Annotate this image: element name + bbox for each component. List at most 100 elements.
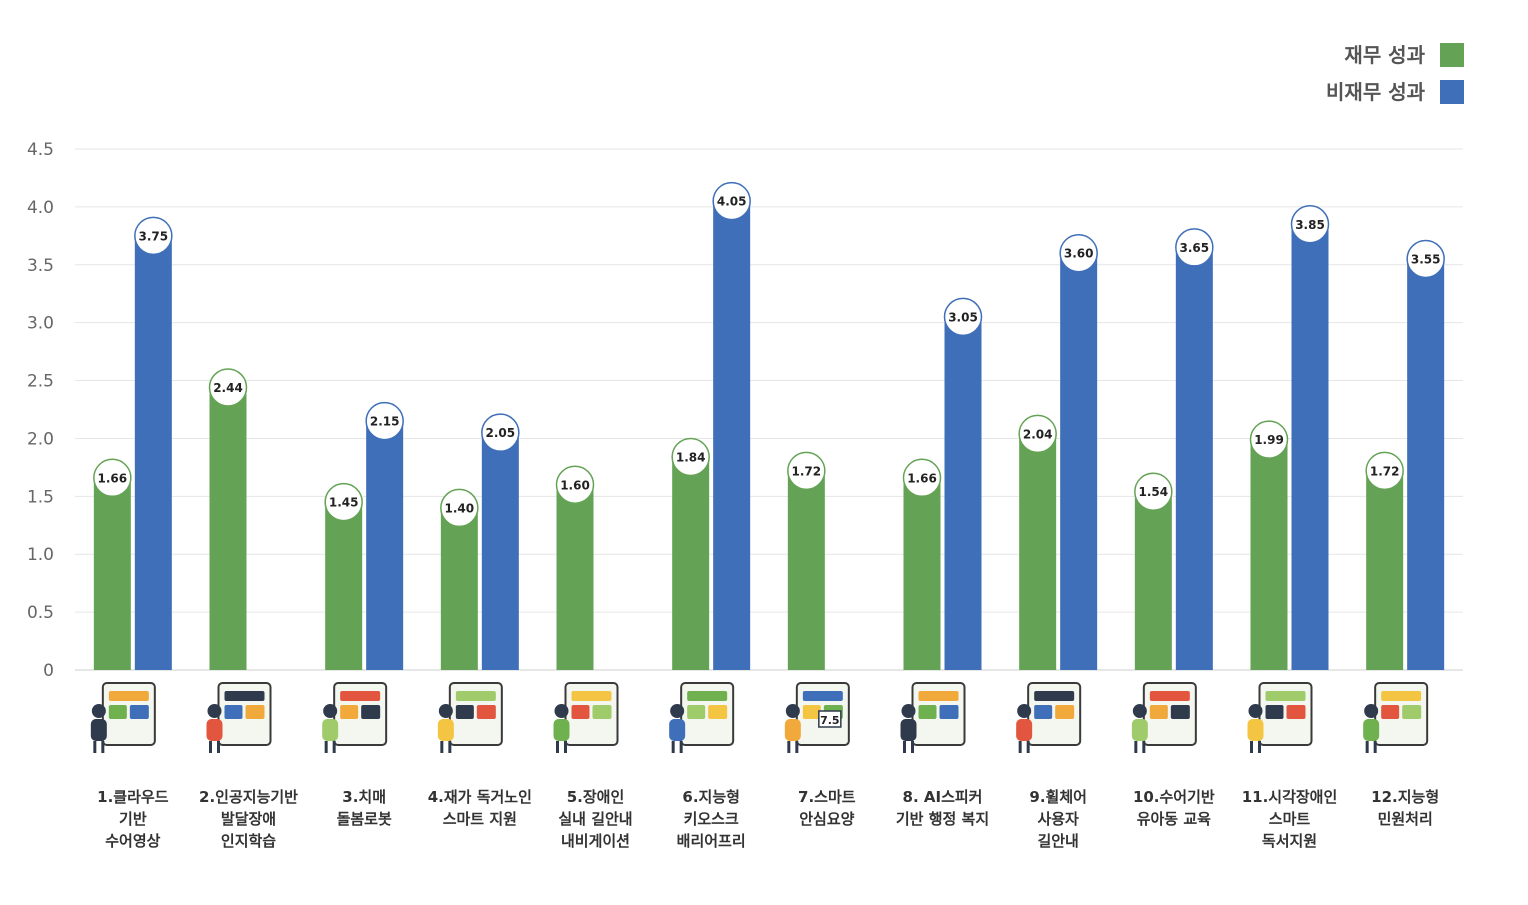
- panel-shape: [340, 705, 359, 719]
- person-head: [1248, 704, 1263, 718]
- financial-bar: [672, 438, 710, 670]
- value-badge: [712, 181, 751, 221]
- value-label: 1.66: [98, 471, 128, 485]
- person-head: [554, 704, 569, 718]
- illustration-text: 7.5: [820, 714, 840, 727]
- x-tick-label: 7.스마트: [798, 788, 856, 806]
- person-head: [1364, 704, 1379, 718]
- nonfinancial-bar: [481, 414, 519, 670]
- person-head: [323, 704, 338, 718]
- value-label: 4.05: [717, 195, 747, 209]
- x-tick-label: 스마트 지원: [443, 810, 517, 828]
- screen-shape: [1034, 691, 1075, 701]
- screen-shape: [687, 691, 728, 701]
- y-tick-label: 4.0: [27, 198, 54, 218]
- category-illustration: [1131, 682, 1197, 753]
- nonfinancial-bar: [713, 182, 751, 670]
- x-tick-label: 실내 길안내: [558, 810, 632, 828]
- value-badge: [1059, 233, 1098, 273]
- value-label: 1.84: [676, 450, 706, 464]
- category-illustration: [669, 682, 735, 753]
- value-badge: [440, 488, 479, 528]
- value-badge: [1365, 451, 1404, 491]
- y-axis: 0 0.5 1.0 1.5 2.0 2.5 3.0 3.5 4.0 4.5: [27, 140, 54, 681]
- panel-shape: [1265, 705, 1284, 719]
- person-body: [90, 719, 107, 741]
- value-badge: [671, 437, 710, 477]
- person-body: [1363, 719, 1380, 741]
- panel-shape: [224, 705, 243, 719]
- x-tick-label: 12.지능형: [1371, 788, 1439, 806]
- panel-shape: [129, 705, 149, 719]
- x-tick-label: 배리어프리: [677, 832, 746, 850]
- nonfinancial-bar: [944, 298, 982, 670]
- financial-bar: [1366, 452, 1404, 670]
- person-body: [322, 719, 339, 741]
- value-badge: [134, 216, 173, 256]
- screen-shape: [340, 691, 381, 701]
- x-tick-label: 10.수어기반: [1133, 788, 1215, 806]
- person-body: [553, 719, 570, 741]
- value-label: 1.66: [907, 471, 937, 485]
- nonfinancial-bar: [1175, 228, 1213, 670]
- y-tick-label: 3.5: [27, 256, 54, 276]
- financial-bar: [1019, 415, 1057, 670]
- person-head: [91, 704, 106, 718]
- panel-shape: [1170, 705, 1190, 719]
- financial-bar: [440, 489, 478, 670]
- x-tick-label: 안심요양: [799, 810, 854, 828]
- value-badge: [93, 458, 132, 498]
- person-head: [785, 704, 800, 718]
- financial-bar: [1250, 421, 1288, 670]
- financial-bar: [209, 369, 247, 670]
- y-tick-label: 4.5: [27, 140, 54, 160]
- category-illustration: [437, 682, 503, 753]
- category-illustration: [90, 682, 156, 753]
- x-tick-label: 돌봄로봇: [337, 810, 392, 828]
- value-label: 2.05: [486, 426, 516, 440]
- value-label: 2.44: [213, 381, 243, 395]
- category-illustration: [322, 682, 388, 753]
- legend-label: 비재무 성과: [1326, 80, 1426, 104]
- category-illustration: [206, 682, 272, 753]
- value-label: 1.72: [1370, 464, 1400, 478]
- y-tick-label: 1.0: [27, 545, 54, 565]
- person-body: [437, 719, 454, 741]
- panel-shape: [108, 705, 127, 719]
- y-tick-label: 1.5: [27, 487, 54, 507]
- category-illustration: [1247, 682, 1313, 753]
- panel-shape: [802, 705, 821, 719]
- screen-shape: [224, 691, 265, 701]
- panel-shape: [455, 705, 474, 719]
- person-head: [901, 704, 916, 718]
- value-badge: [208, 368, 248, 407]
- panel-shape: [687, 705, 706, 719]
- category-illustration: [553, 682, 619, 753]
- category-illustration: [1016, 682, 1082, 753]
- x-tick-label: 기반: [119, 810, 147, 828]
- y-tick-label: 0.5: [27, 603, 54, 623]
- panel-shape: [918, 705, 937, 719]
- nonfinancial-bar: [1407, 240, 1445, 671]
- nonfinancial-bar: [366, 402, 404, 670]
- panel-shape: [1286, 705, 1306, 719]
- value-badge: [324, 482, 363, 522]
- x-tick-label: 스마트: [1269, 810, 1311, 828]
- person-body: [669, 719, 686, 741]
- value-label: 1.54: [1139, 485, 1169, 499]
- y-tick-label: 2.5: [27, 372, 54, 392]
- value-label: 1.72: [792, 464, 822, 478]
- x-tick-label: 수어영상: [105, 832, 160, 850]
- x-tick-label: 11.시각장애인: [1242, 788, 1338, 806]
- value-label: 1.40: [445, 501, 475, 515]
- nonfinancial-bar: [1291, 205, 1329, 671]
- value-badge: [943, 297, 983, 337]
- screen-shape: [108, 691, 149, 701]
- financial-bar: [325, 483, 363, 670]
- value-badge: [787, 451, 826, 491]
- panel-shape: [1055, 705, 1075, 719]
- person-head: [670, 704, 685, 718]
- value-label: 3.60: [1064, 247, 1094, 261]
